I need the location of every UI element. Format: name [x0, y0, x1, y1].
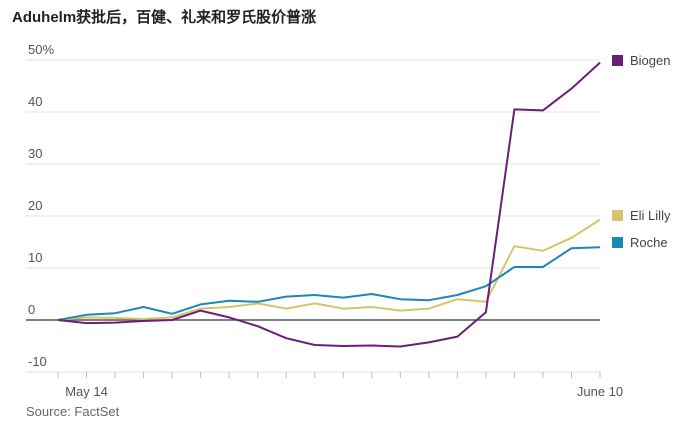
- series-line-eli-lilly: [57, 218, 601, 321]
- y-tick-label: 0: [28, 302, 35, 317]
- legend-label: Eli Lilly: [630, 208, 671, 223]
- y-axis-ticks: -10 0 10 20 30 40 50%: [28, 42, 54, 369]
- y-tick-label: 30: [28, 146, 42, 161]
- y-tick-label: 50%: [28, 42, 54, 57]
- grid-lines: [26, 59, 600, 373]
- legend-label: Roche: [630, 235, 668, 250]
- x-tick-label: June 10: [577, 384, 623, 399]
- series-line-biogen: [57, 61, 601, 348]
- series-line-roche: [57, 246, 601, 321]
- legend-swatch: [612, 237, 623, 248]
- legend-label: Biogen: [630, 53, 670, 68]
- chart-title: Aduhelm获批后，百健、礼来和罗氏股价普涨: [12, 9, 317, 26]
- x-axis-ticks: May 14 June 10: [57, 372, 623, 399]
- y-tick-label: 20: [28, 198, 42, 213]
- legend: Biogen Eli Lilly Roche: [612, 53, 671, 250]
- legend-swatch: [612, 210, 623, 221]
- x-tick-label: May 14: [65, 384, 108, 399]
- y-tick-label: 10: [28, 250, 42, 265]
- y-tick-label: 40: [28, 94, 42, 109]
- source-note: Source: FactSet: [26, 404, 120, 419]
- series-lines: [57, 61, 601, 348]
- legend-swatch: [612, 55, 623, 66]
- y-tick-label: -10: [28, 354, 47, 369]
